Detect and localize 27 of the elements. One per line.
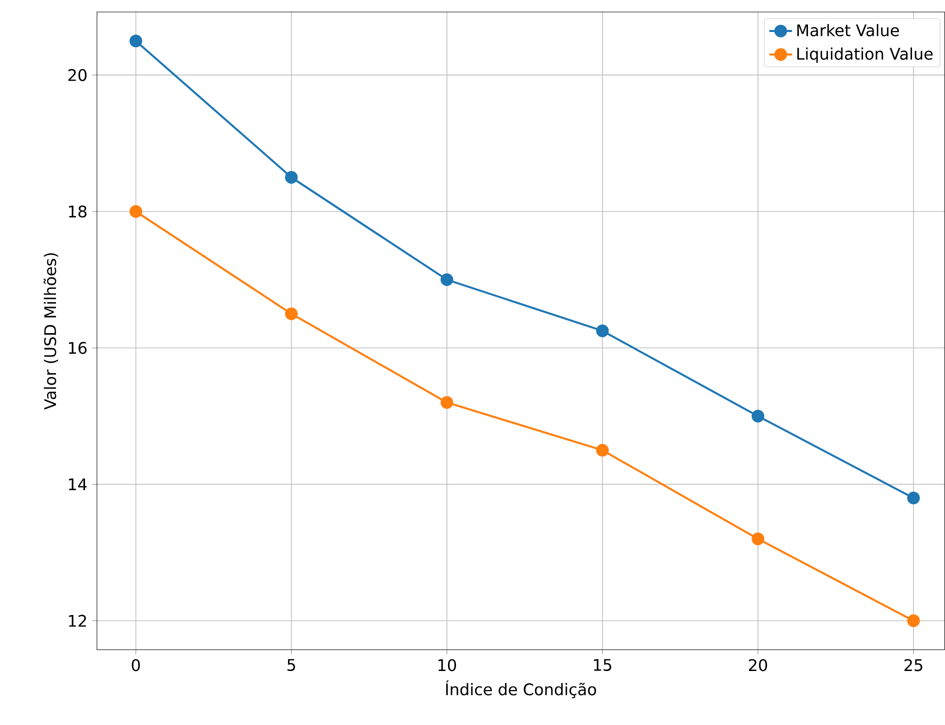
point — [907, 614, 920, 628]
point — [907, 492, 920, 504]
x-tick-label: 0 — [132, 659, 140, 672]
y-tick-label: 18 — [68, 206, 86, 218]
x-tick-label: 10 — [438, 659, 456, 672]
point — [440, 274, 454, 286]
legend-label: Market Value — [797, 24, 899, 36]
point — [285, 171, 298, 184]
point — [596, 324, 609, 338]
legend-label: Liquidation Value — [797, 48, 933, 64]
y-tick-label: 14 — [68, 478, 87, 490]
point — [440, 396, 454, 409]
y-tick-label: 16 — [68, 342, 87, 354]
x-tick-label: 25 — [904, 659, 922, 672]
y-tick-label: 20 — [68, 69, 87, 82]
point — [130, 205, 142, 218]
y-axis-title: Valor (USD Milhões) — [44, 253, 58, 410]
point — [752, 410, 764, 423]
point — [130, 34, 142, 48]
point — [285, 308, 298, 320]
x-tick-label: 20 — [748, 659, 768, 672]
y-tick-label: 12 — [68, 614, 86, 627]
point — [596, 444, 609, 457]
x-tick-label: 15 — [594, 659, 612, 672]
x-axis-title: Índice de Condição — [446, 680, 596, 698]
point — [752, 532, 764, 546]
x-tick-label: 5 — [288, 659, 296, 672]
